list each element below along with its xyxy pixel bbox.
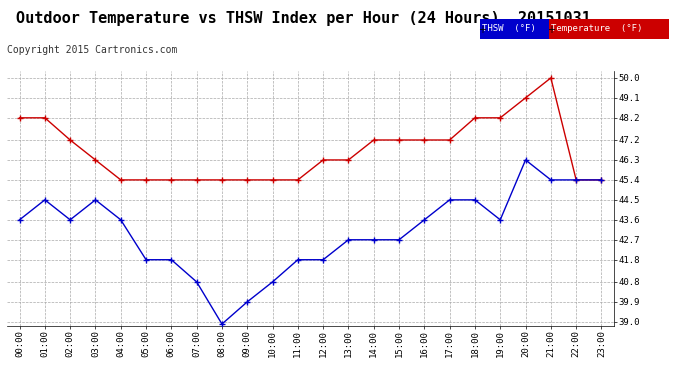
Text: Copyright 2015 Cartronics.com: Copyright 2015 Cartronics.com [7,45,177,55]
Text: +: + [547,25,555,34]
Text: Temperature  (°F): Temperature (°F) [551,24,642,33]
Text: Outdoor Temperature vs THSW Index per Hour (24 Hours)  20151031: Outdoor Temperature vs THSW Index per Ho… [16,11,591,26]
Text: +: + [478,25,486,34]
Text: THSW  (°F): THSW (°F) [482,24,535,33]
